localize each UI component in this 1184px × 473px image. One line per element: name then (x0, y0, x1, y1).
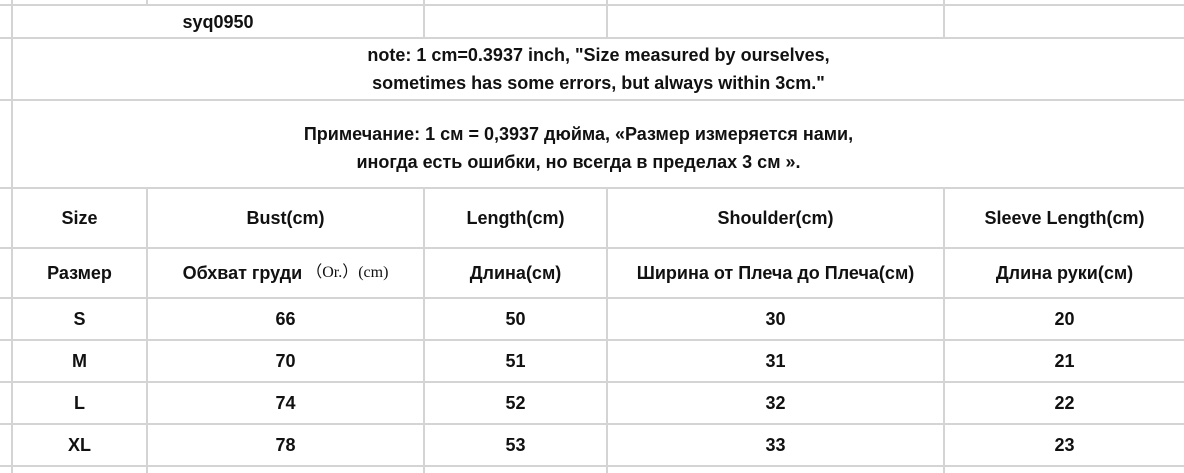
header-ru-cell-text: Обхват груди (182, 263, 303, 283)
header-en-cell-text: Size (61, 208, 98, 228)
table-cell: 53 (425, 425, 606, 465)
table-cell-text: 31 (765, 351, 786, 371)
table-cell-text: 32 (765, 393, 786, 413)
table-cell: 74 (148, 383, 423, 423)
table-cell-text: 53 (505, 435, 526, 455)
table-cell: 20 (945, 299, 1184, 339)
table-cell: 21 (945, 341, 1184, 381)
note-english: note: 1 cm=0.3937 inch, "Size measured b… (13, 39, 1184, 99)
size-label-cell: S (13, 299, 146, 339)
size-label-cell: XL (13, 425, 146, 465)
size-label-cell-text: L (74, 393, 85, 413)
sku-label: syq0950 (182, 11, 254, 32)
table-cell-text: 21 (1054, 351, 1075, 371)
table-cell: 23 (945, 425, 1184, 465)
table-cell: 50 (425, 299, 606, 339)
header-en-cell: Size (13, 189, 146, 247)
header-ru-cell: Обхват груди （Or.）(cm) (148, 249, 423, 297)
header-ru-cell: Длина(см) (425, 249, 606, 297)
table-cell: 51 (425, 341, 606, 381)
header-ru-cell: Ширина от Плеча до Плеча(см) (608, 249, 943, 297)
note-ru-line1: Примечание: 1 см = 0,3937 дюйма, «Размер… (303, 124, 854, 144)
header-ru-cell-text: Размер (47, 263, 112, 283)
header-en-cell: Length(cm) (425, 189, 606, 247)
table-cell-text: 33 (765, 435, 786, 455)
header-ru-cell-text: Ширина от Плеча до Плеча(см) (636, 263, 915, 283)
table-cell-text: 70 (275, 351, 296, 371)
size-label-cell: M (13, 341, 146, 381)
table-cell-text: 20 (1054, 309, 1075, 329)
size-label-cell-text: S (73, 309, 86, 329)
header-ru-cell-text: Длина(см) (469, 263, 562, 283)
table-cell-text: 50 (505, 309, 526, 329)
note-russian: Примечание: 1 см = 0,3937 дюйма, «Размер… (13, 101, 1144, 191)
table-cell: 22 (945, 383, 1184, 423)
table-cell: 52 (425, 383, 606, 423)
header-en-cell-text: Sleeve Length(cm) (984, 208, 1145, 228)
header-ru-cell: Длина руки(см) (945, 249, 1184, 297)
header-en-cell-text: Length(cm) (466, 208, 565, 228)
note-en-line1: note: 1 cm=0.3937 inch, "Size measured b… (367, 45, 830, 65)
size-label-cell-text: XL (67, 435, 91, 455)
table-cell-text: 52 (505, 393, 526, 413)
table-cell: 30 (608, 299, 943, 339)
table-cell-text: 78 (275, 435, 296, 455)
header-ru-cell-text: Длина руки(см) (995, 263, 1134, 283)
table-cell: 32 (608, 383, 943, 423)
table-cell: 78 (148, 425, 423, 465)
table-cell-text: 66 (275, 309, 296, 329)
header-ru-cell: Размер (13, 249, 146, 297)
size-label-cell: L (13, 383, 146, 423)
bust-unit-suffix: （Or.）(cm) (306, 264, 389, 281)
size-label-cell-text: M (72, 351, 87, 371)
header-en-cell-text: Shoulder(cm) (717, 208, 834, 228)
note-en-line2: sometimes has some errors, but always wi… (372, 73, 825, 93)
table-cell: 66 (148, 299, 423, 339)
table-cell: 70 (148, 341, 423, 381)
table-cell-text: 74 (275, 393, 296, 413)
table-cell-text: 23 (1054, 435, 1075, 455)
table-cell-text: 22 (1054, 393, 1075, 413)
header-en-cell: Shoulder(cm) (608, 189, 943, 247)
note-ru-line2: иногда есть ошибки, но всегда в пределах… (356, 152, 801, 172)
header-en-cell-text: Bust(cm) (246, 208, 325, 228)
table-cell: 33 (608, 425, 943, 465)
table-cell-text: 30 (765, 309, 786, 329)
header-en-cell: Sleeve Length(cm) (945, 189, 1184, 247)
header-en-cell: Bust(cm) (148, 189, 423, 247)
table-cell-text: 51 (505, 351, 526, 371)
table-cell: 31 (608, 341, 943, 381)
